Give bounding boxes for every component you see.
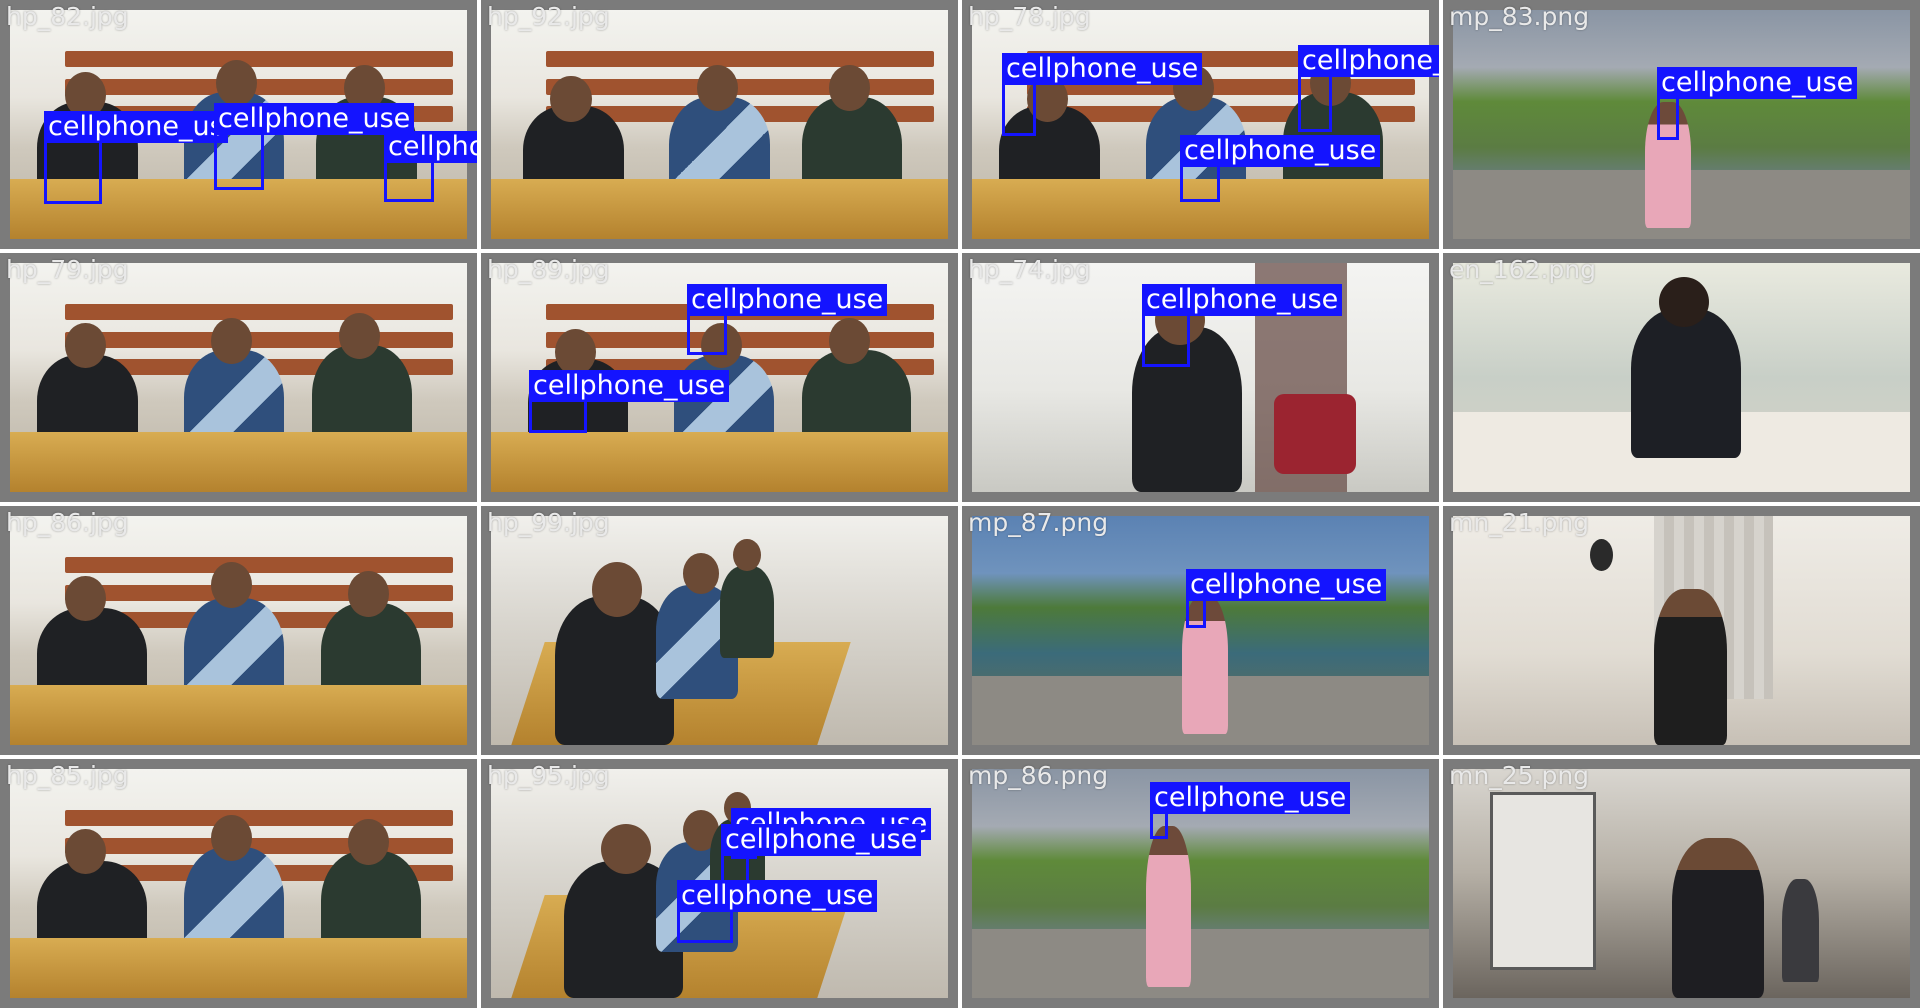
- image-filename: en_162.png: [1449, 255, 1596, 284]
- image-filename: mp_87.png: [968, 508, 1109, 537]
- detection-box: cellphone_use: [1142, 284, 1343, 367]
- image-tile: hp_74.jpg cellphone_use: [962, 253, 1439, 502]
- image-filename: hp_82.jpg: [6, 2, 129, 31]
- photo: [491, 516, 948, 745]
- detection-label: cellphone_use: [1186, 569, 1387, 601]
- image-tile: mp_86.png cellphone_use: [962, 759, 1439, 1008]
- image-tile: hp_79.jpg: [0, 253, 477, 502]
- detection-label: cellphone_use: [214, 103, 415, 135]
- detection-label: cellphone_use: [1298, 45, 1439, 77]
- detection-label: cellphone_use: [677, 880, 878, 912]
- detection-box: cellphone_use: [1180, 135, 1381, 202]
- detection-box: cellphone_use: [1298, 45, 1439, 132]
- photo: [1453, 10, 1910, 239]
- detection-label: cellphone_us: [44, 111, 228, 143]
- photo: [10, 769, 467, 998]
- image-filename: hp_92.jpg: [487, 2, 610, 31]
- image-tile: mn_21.png: [1443, 506, 1920, 755]
- detection-label: cellphone_use: [1657, 67, 1858, 99]
- detection-box: cellphone_use: [677, 880, 878, 943]
- detection-box: cellphone_use: [1150, 782, 1351, 839]
- detection-box: cellphone_use: [1186, 569, 1387, 628]
- image-tile: mp_87.png cellphone_use: [962, 506, 1439, 755]
- detection-label: cellphone_use: [1180, 135, 1381, 167]
- detection-label: cellphone_use: [1142, 284, 1343, 316]
- image-filename: hp_79.jpg: [6, 255, 129, 284]
- photo: [10, 263, 467, 492]
- image-filename: hp_95.jpg: [487, 761, 610, 790]
- image-filename: hp_78.jpg: [968, 2, 1091, 31]
- detection-box: cellphone_use: [1002, 53, 1203, 136]
- image-tile: mn_25.png: [1443, 759, 1920, 1008]
- image-filename: hp_89.jpg: [487, 255, 610, 284]
- image-tile: hp_95.jpg cellphone_use cellphone_use ce…: [481, 759, 958, 1008]
- image-filename: hp_86.jpg: [6, 508, 129, 537]
- image-filename: mp_86.png: [968, 761, 1109, 790]
- detection-box: cellphone_use: [687, 284, 888, 355]
- image-filename: hp_74.jpg: [968, 255, 1091, 284]
- detection-label: cellphone_use: [1150, 782, 1351, 814]
- image-tile: en_162.png: [1443, 253, 1920, 502]
- image-filename: hp_99.jpg: [487, 508, 610, 537]
- image-filename: mp_83.png: [1449, 2, 1590, 31]
- detection-box: cellphone_use: [529, 370, 730, 433]
- detection-label: cellphone_use: [1002, 53, 1203, 85]
- image-tile: hp_78.jpg cellphone_use cellphone_use ce…: [962, 0, 1439, 249]
- detection-label: cellphone_use: [529, 370, 730, 402]
- image-tile: hp_99.jpg: [481, 506, 958, 755]
- image-tile: hp_86.jpg: [0, 506, 477, 755]
- detection-box: cellphone_use: [214, 103, 415, 190]
- detection-label: cellphone_use: [384, 131, 477, 163]
- detection-box: cellphone_use: [721, 824, 922, 883]
- photo: [1453, 769, 1910, 998]
- image-tile: hp_82.jpg cellphone_us cellphone_use cel…: [0, 0, 477, 249]
- image-tile: hp_92.jpg: [481, 0, 958, 249]
- detection-box: cellphone_use: [1657, 67, 1858, 140]
- detection-label: cellphone_use: [721, 824, 922, 856]
- image-tile: hp_89.jpg cellphone_use cellphone_use: [481, 253, 958, 502]
- image-filename: mn_25.png: [1449, 761, 1590, 790]
- image-filename: hp_85.jpg: [6, 761, 129, 790]
- detection-label: cellphone_use: [687, 284, 888, 316]
- image-tile: hp_85.jpg: [0, 759, 477, 1008]
- photo: [1453, 263, 1910, 492]
- photo: [1453, 516, 1910, 745]
- image-filename: mn_21.png: [1449, 508, 1590, 537]
- photo: [972, 516, 1429, 745]
- detection-box: cellphone_use: [384, 131, 477, 202]
- image-tile: mp_83.png cellphone_use: [1443, 0, 1920, 249]
- photo: [10, 516, 467, 745]
- detection-box: cellphone_us: [44, 111, 228, 204]
- photo: [491, 10, 948, 239]
